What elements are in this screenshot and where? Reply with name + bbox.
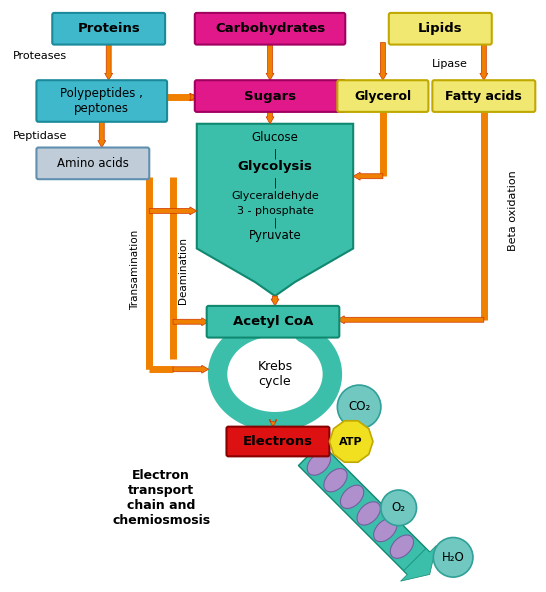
Text: Beta oxidation: Beta oxidation — [508, 170, 518, 251]
Text: Glycerol: Glycerol — [354, 89, 412, 102]
Polygon shape — [197, 124, 353, 296]
FancyArrow shape — [480, 43, 488, 81]
FancyArrow shape — [190, 93, 197, 101]
Ellipse shape — [390, 535, 413, 558]
Text: |: | — [274, 148, 277, 159]
Text: Electrons: Electrons — [243, 435, 313, 448]
Ellipse shape — [340, 485, 364, 509]
FancyArrow shape — [379, 43, 387, 81]
Ellipse shape — [307, 452, 330, 475]
Text: Polypeptides ,
peptones: Polypeptides , peptones — [60, 87, 143, 115]
Ellipse shape — [324, 468, 347, 492]
FancyBboxPatch shape — [207, 306, 339, 337]
FancyBboxPatch shape — [195, 13, 345, 44]
Text: Proteins: Proteins — [78, 22, 140, 36]
FancyBboxPatch shape — [52, 13, 165, 44]
Polygon shape — [299, 443, 430, 574]
Text: Proteases: Proteases — [13, 52, 67, 62]
Text: Amino acids: Amino acids — [57, 157, 129, 170]
Text: ATP: ATP — [340, 436, 363, 446]
FancyArrow shape — [401, 545, 436, 581]
FancyBboxPatch shape — [432, 81, 535, 112]
Text: Transamination: Transamination — [130, 230, 140, 310]
Text: Fatty acids: Fatty acids — [446, 89, 522, 102]
FancyArrow shape — [173, 318, 209, 326]
Text: Deamination: Deamination — [178, 237, 188, 304]
Text: CO₂: CO₂ — [348, 400, 370, 413]
FancyBboxPatch shape — [37, 81, 167, 122]
FancyArrow shape — [266, 43, 274, 81]
FancyArrow shape — [283, 317, 296, 337]
Text: H₂O: H₂O — [442, 551, 465, 564]
Text: Lipase: Lipase — [432, 59, 468, 69]
FancyArrow shape — [271, 296, 279, 306]
Text: Sugars: Sugars — [244, 89, 296, 102]
Circle shape — [337, 385, 381, 429]
Text: Glyceraldehyde: Glyceraldehyde — [231, 191, 319, 201]
Circle shape — [434, 538, 473, 577]
Text: Glycolysis: Glycolysis — [238, 160, 312, 173]
Text: Lipids: Lipids — [418, 22, 462, 36]
Ellipse shape — [373, 519, 397, 542]
FancyBboxPatch shape — [389, 13, 492, 44]
FancyArrow shape — [266, 110, 274, 124]
Circle shape — [381, 490, 417, 526]
FancyArrow shape — [173, 365, 209, 373]
Text: Peptidase: Peptidase — [13, 131, 67, 141]
Text: |: | — [274, 178, 277, 188]
FancyBboxPatch shape — [227, 427, 329, 456]
Text: 3 - phosphate: 3 - phosphate — [236, 206, 313, 216]
Ellipse shape — [357, 502, 381, 525]
Text: Krebs
cycle: Krebs cycle — [257, 360, 293, 388]
FancyBboxPatch shape — [37, 147, 149, 179]
Text: Carbohydrates: Carbohydrates — [215, 22, 325, 36]
FancyArrow shape — [269, 328, 277, 336]
Text: |: | — [274, 217, 277, 228]
Text: Electron
transport
chain and
chemiosmosis: Electron transport chain and chemiosmosi… — [112, 469, 210, 527]
Text: Pyruvate: Pyruvate — [248, 229, 301, 242]
FancyArrow shape — [105, 43, 112, 81]
FancyBboxPatch shape — [195, 81, 345, 112]
Text: O₂: O₂ — [391, 501, 406, 514]
Text: Glucose: Glucose — [252, 131, 299, 144]
FancyArrow shape — [269, 420, 277, 427]
FancyArrow shape — [353, 172, 383, 180]
FancyArrow shape — [149, 207, 197, 215]
FancyArrow shape — [98, 120, 106, 147]
Text: Acetyl CoA: Acetyl CoA — [233, 315, 313, 328]
FancyArrow shape — [337, 316, 484, 324]
FancyBboxPatch shape — [337, 81, 429, 112]
